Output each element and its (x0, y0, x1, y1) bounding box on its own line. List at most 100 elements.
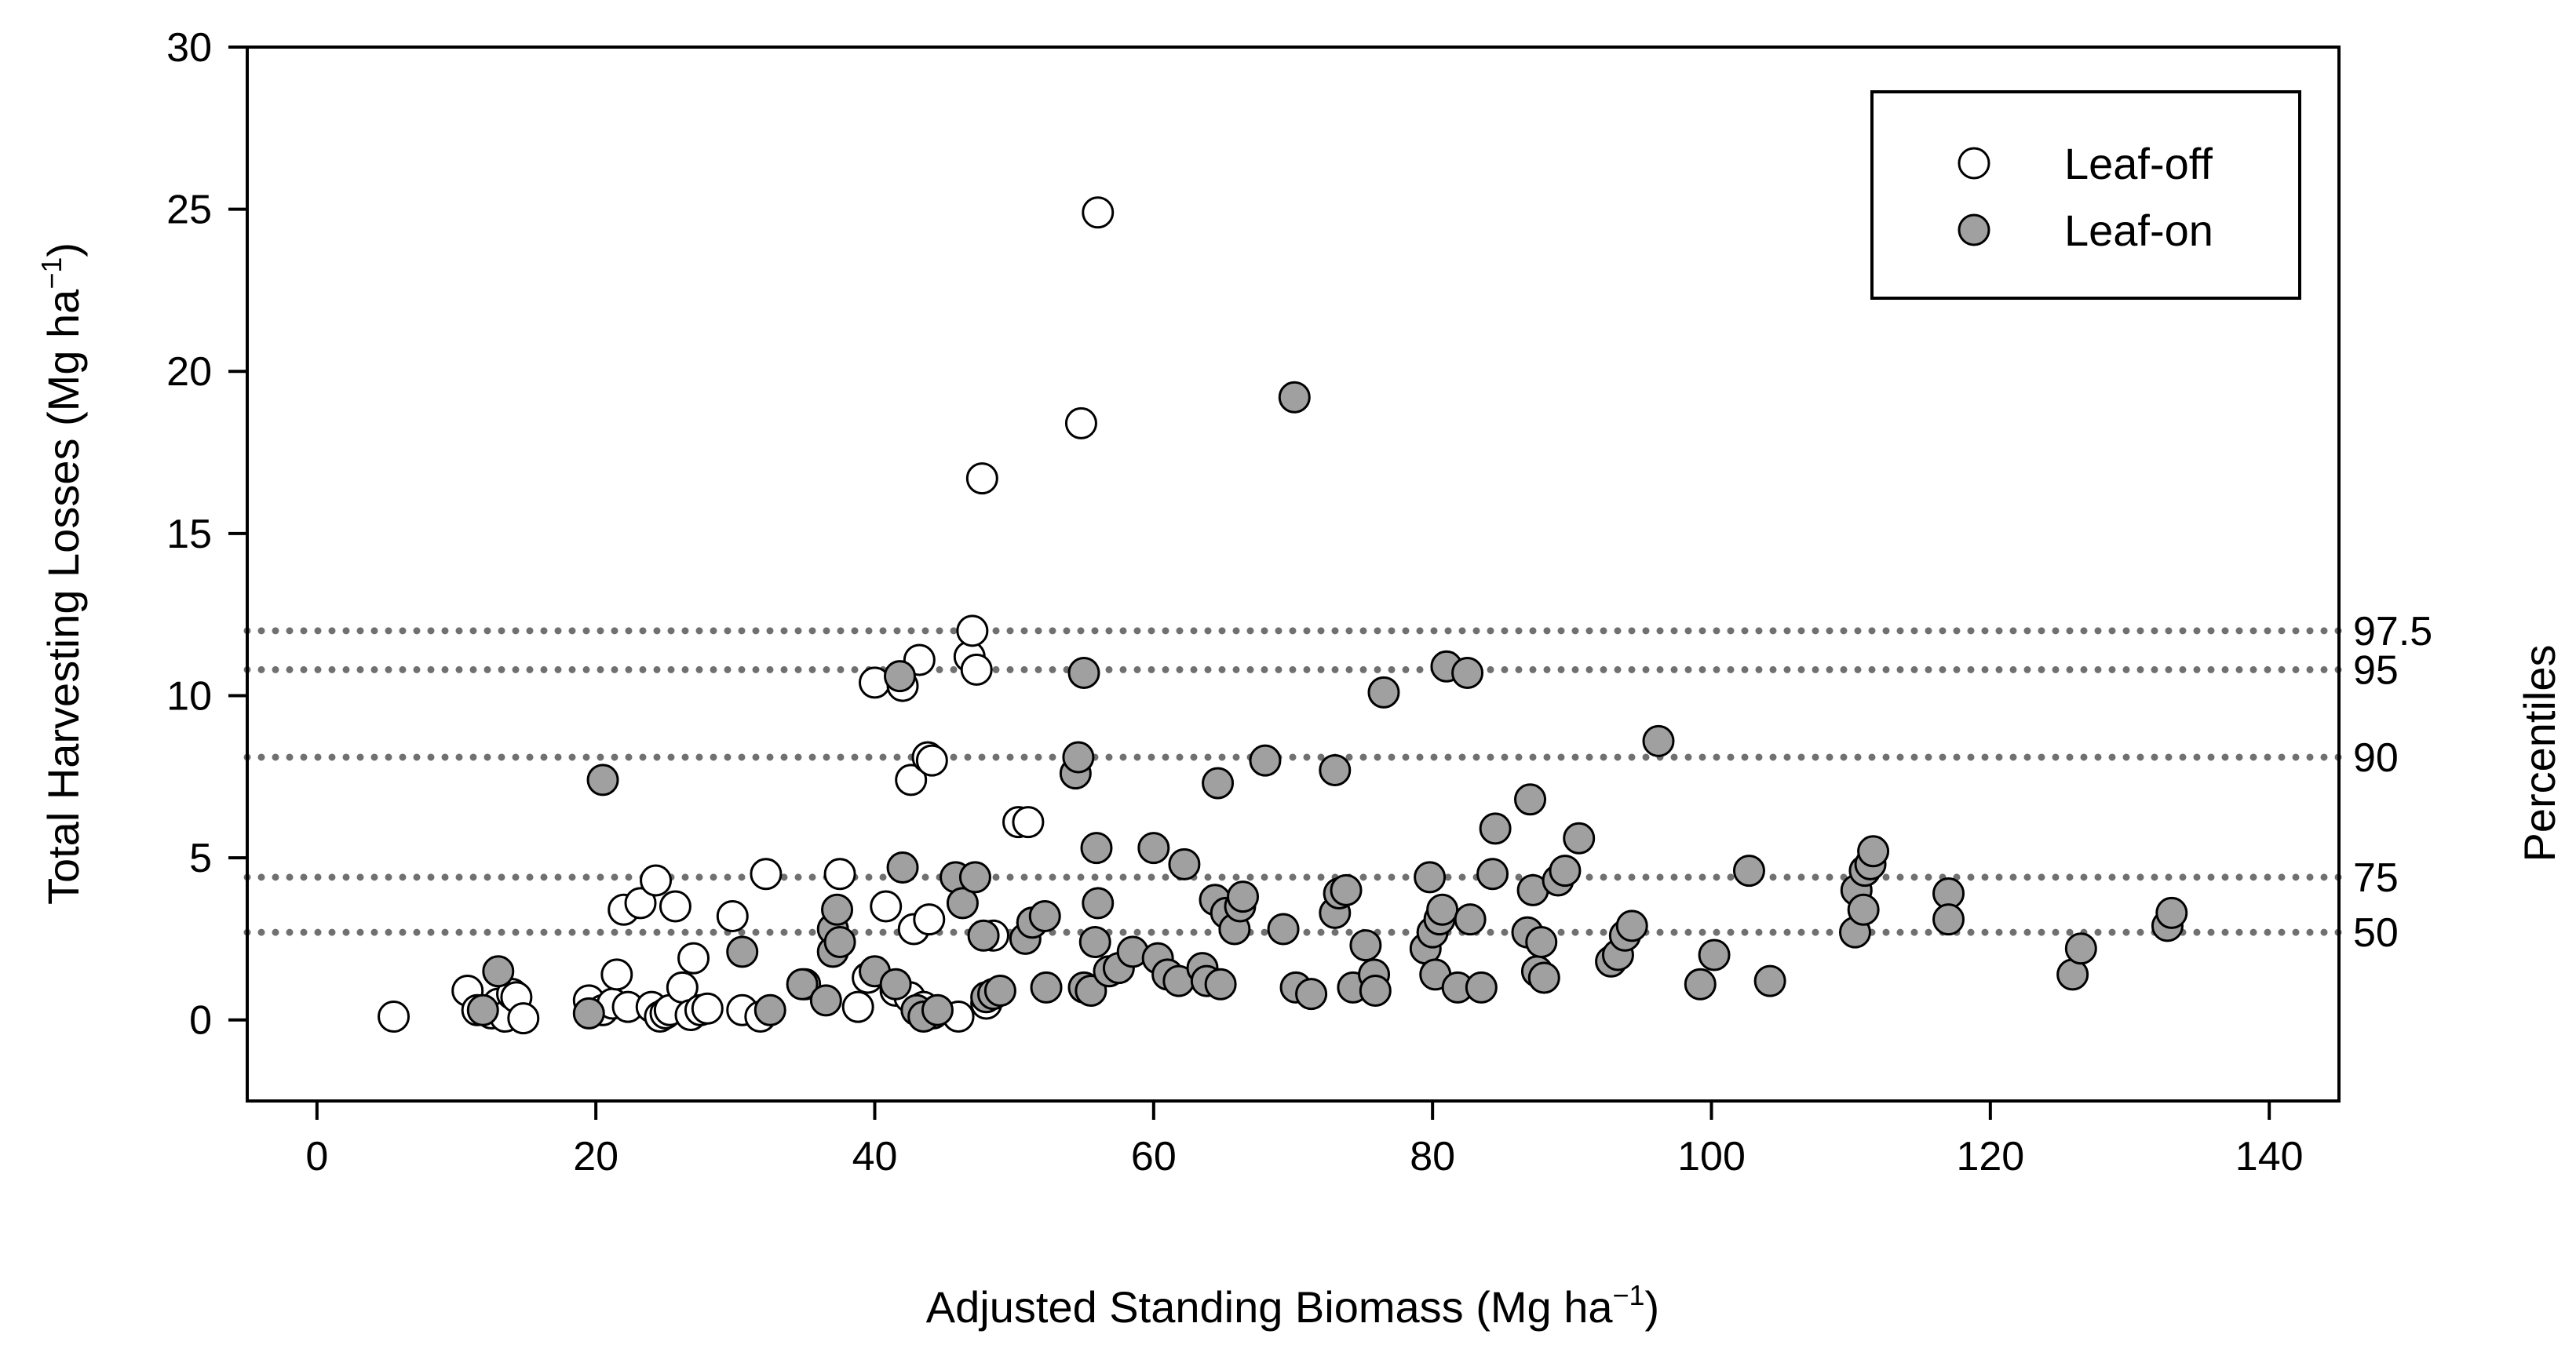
data-point-leaf-on (1067, 657, 1100, 690)
legend-label-leaf-off: Leaf-off (2064, 139, 2213, 188)
data-point-leaf-on (1563, 822, 1596, 855)
data-point-leaf-on (1202, 767, 1235, 800)
y-tick-label: 0 (189, 998, 212, 1044)
data-point-leaf-on (1479, 812, 1512, 845)
data-point-leaf-on (821, 893, 854, 926)
percentile-lines (243, 627, 2343, 936)
x-axis-label-end: ) (1645, 1282, 1660, 1332)
percentile-label: 97.5 (2353, 609, 2432, 654)
data-point-leaf-on (786, 968, 819, 1001)
data-point-leaf-on (1359, 975, 1392, 1008)
y-tick-label: 25 (166, 188, 212, 233)
data-point-leaf-off (960, 653, 993, 686)
y-tick-label: 15 (166, 512, 212, 557)
data-point-leaf-off (750, 858, 783, 891)
data-point-leaf-on (1367, 676, 1400, 709)
data-point-leaf-off (1082, 196, 1115, 229)
data-point-leaf-on (1062, 741, 1095, 774)
x-tick-label: 80 (1410, 1134, 1455, 1179)
data-point-leaf-on (482, 955, 515, 988)
data-point-leaf-on (586, 764, 619, 796)
y-tick-label: 30 (166, 25, 212, 71)
data-point-leaf-on (1082, 887, 1115, 920)
data-point-leaf-on (958, 861, 991, 894)
data-point-leaf-on (1847, 893, 1880, 926)
y-axis-label-end: ) (38, 242, 88, 257)
data-point-leaf-off (895, 764, 928, 796)
data-point-leaf-off (691, 992, 724, 1025)
data-point-leaf-on (1732, 855, 1765, 888)
data-point-leaf-on (1454, 903, 1487, 936)
data-point-leaf-on (1684, 968, 1717, 1001)
percentile-label: 75 (2353, 855, 2399, 901)
data-point-leaf-on (726, 935, 759, 968)
data-point-leaf-on (1451, 657, 1484, 690)
data-point-leaf-on (1426, 893, 1459, 926)
x-axis-label: Adjusted Standing Biomass (Mg ha−1) (926, 1279, 1659, 1332)
data-point-leaf-off (913, 903, 946, 936)
data-point-leaf-off (1012, 806, 1045, 839)
data-point-leaf-on (1753, 964, 1786, 997)
data-point-leaf-on (1349, 929, 1382, 962)
data-point-leaf-on (1465, 971, 1498, 1004)
data-point-leaf-off (624, 887, 657, 920)
data-point-leaf-off (965, 462, 998, 495)
x-axis-ticks (315, 1101, 2271, 1120)
y-tick-label: 20 (166, 349, 212, 395)
data-point-leaf-off (640, 864, 673, 897)
data-point-leaf-on (1078, 926, 1111, 959)
data-point-leaf-on (886, 851, 919, 884)
data-point-leaf-on (883, 660, 916, 693)
x-tick-label: 20 (573, 1134, 618, 1179)
legend-box (1870, 90, 2301, 300)
data-point-leaf-on (879, 968, 912, 1001)
plot-frame (246, 46, 2341, 1103)
data-point-leaf-on (1932, 903, 1965, 936)
y-axis-label-main: Total Harvesting Losses (Mg ha (38, 289, 88, 905)
data-point-leaf-on (1615, 909, 1648, 942)
data-point-leaf-on (983, 975, 1016, 1008)
data-point-leaf-on (1319, 754, 1352, 787)
percentile-label: 90 (2353, 735, 2399, 781)
data-point-leaf-on (1642, 724, 1675, 757)
x-tick-label: 60 (1131, 1134, 1177, 1179)
x-axis-label-main: Adjusted Standing Biomass (Mg ha (926, 1282, 1614, 1332)
x-tick-label: 100 (1677, 1134, 1746, 1179)
data-point-leaf-on (2064, 932, 2097, 965)
y-axis-label-sup: −1 (35, 257, 68, 290)
data-point-leaf-on (1414, 861, 1447, 894)
data-point-leaf-on (466, 993, 499, 1026)
data-point-leaf-on (823, 926, 856, 959)
x-tick-label: 120 (1956, 1134, 2024, 1179)
data-point-leaf-off (956, 614, 989, 647)
data-point-leaf-off (841, 990, 874, 1023)
x-tick-label: 40 (852, 1134, 898, 1179)
data-point-leaf-off (378, 1001, 410, 1033)
y-axis-label: Total Harvesting Losses (Mg ha−1) (35, 242, 88, 905)
legend-label-leaf-on: Leaf-on (2064, 206, 2213, 255)
data-point-leaf-off (659, 890, 691, 923)
data-point-leaf-on (1080, 832, 1113, 865)
data-point-leaf-on (1527, 961, 1560, 994)
y-axis-ticks (228, 46, 247, 1022)
x-tick-label: 0 (305, 1134, 328, 1179)
data-point-leaf-off (1064, 406, 1097, 439)
data-point-leaf-on (1168, 848, 1201, 880)
right-axis-label: Percentiles (2515, 644, 2564, 862)
data-point-leaf-off (915, 744, 948, 777)
y-tick-label: 5 (189, 836, 212, 881)
data-point-leaf-on (1267, 913, 1300, 946)
data-point-leaf-off (677, 942, 710, 975)
legend-marker-leaf-on (1958, 213, 1990, 246)
data-point-leaf-on (1525, 926, 1558, 959)
data-point-leaf-on (1549, 855, 1582, 888)
data-point-leaf-on (1698, 939, 1731, 971)
data-point-leaf-on (1476, 858, 1509, 891)
data-point-leaf-off (823, 858, 856, 891)
data-point-leaf-off (716, 899, 749, 932)
data-point-leaf-on (921, 993, 954, 1026)
data-point-leaf-on (572, 997, 605, 1030)
data-point-leaf-on (753, 993, 786, 1026)
data-point-leaf-on (1330, 873, 1363, 906)
x-axis-tick-labels: 0 20 40 60 80 100 120 140 (305, 1134, 2303, 1179)
